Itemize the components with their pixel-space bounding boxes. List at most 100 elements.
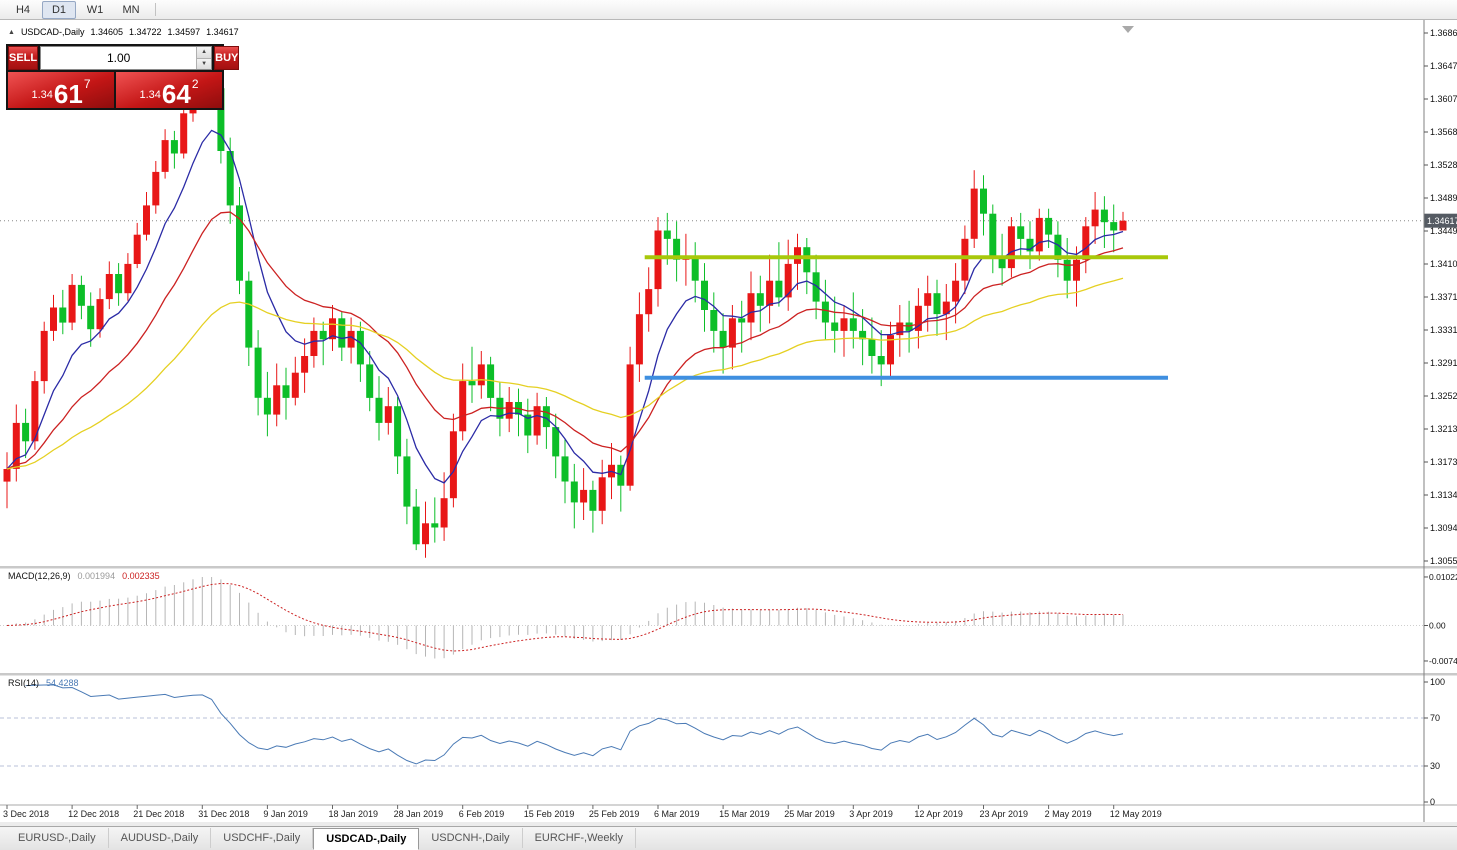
sell-price-pip: 7 xyxy=(83,77,91,91)
svg-text:1.33310: 1.33310 xyxy=(1430,325,1457,335)
svg-text:23 Apr 2019: 23 Apr 2019 xyxy=(980,809,1029,819)
svg-text:1.35680: 1.35680 xyxy=(1430,127,1457,137)
svg-text:1.30550: 1.30550 xyxy=(1430,556,1457,566)
svg-text:1.36470: 1.36470 xyxy=(1430,61,1457,71)
svg-text:9 Jan 2019: 9 Jan 2019 xyxy=(263,809,308,819)
ohlc-low: 1.34597 xyxy=(167,27,201,37)
volume-up-button[interactable]: ▲ xyxy=(197,47,212,59)
svg-text:1.32130: 1.32130 xyxy=(1430,424,1457,434)
window-chrome-strip xyxy=(0,822,1457,826)
caret-down-icon: ▼ xyxy=(201,60,208,67)
svg-text:1.31730: 1.31730 xyxy=(1430,457,1457,467)
svg-text:1.35280: 1.35280 xyxy=(1430,160,1457,170)
panel-splitter[interactable] xyxy=(0,673,1457,676)
timeframe-h4-button[interactable]: H4 xyxy=(15,3,31,16)
current-price-tag xyxy=(1424,213,1457,228)
svg-text:18 Jan 2019: 18 Jan 2019 xyxy=(329,809,379,819)
svg-text:1.32910: 1.32910 xyxy=(1430,358,1457,368)
chart-tab-eurusd[interactable]: EURUSD-,Daily xyxy=(6,828,109,848)
ohlc-close: 1.34617 xyxy=(206,27,239,37)
svg-text:1.36070: 1.36070 xyxy=(1430,94,1457,104)
svg-text:21 Dec 2018: 21 Dec 2018 xyxy=(133,809,184,819)
timeframe-mn-button[interactable]: MN xyxy=(122,3,140,16)
svg-text:15 Mar 2019: 15 Mar 2019 xyxy=(719,809,770,819)
chart-tab-audusd[interactable]: AUDUSD-,Daily xyxy=(109,828,212,848)
svg-text:0.010225: 0.010225 xyxy=(1429,572,1457,582)
svg-text:-0.007475: -0.007475 xyxy=(1429,656,1457,666)
ohlc-open: 1.34605 xyxy=(90,27,123,37)
rsi-name: RSI(14) xyxy=(8,678,40,688)
rsi-axis: 100 70 30 0 xyxy=(1424,677,1445,807)
macd-name: MACD(12,26,9) xyxy=(8,571,71,581)
timeframe-w1-button[interactable]: W1 xyxy=(86,3,104,16)
chart-shift-marker[interactable] xyxy=(1122,26,1134,33)
svg-text:0.00: 0.00 xyxy=(1429,621,1446,631)
svg-text:31 Dec 2018: 31 Dec 2018 xyxy=(198,809,249,819)
sell-price-prefix: 1.34 xyxy=(31,89,53,101)
svg-text:6 Feb 2019: 6 Feb 2019 xyxy=(459,809,505,819)
panel-splitter[interactable] xyxy=(0,566,1457,569)
svg-text:12 May 2019: 12 May 2019 xyxy=(1110,809,1162,819)
svg-text:1.34100: 1.34100 xyxy=(1430,259,1457,269)
caret-up-icon: ▲ xyxy=(201,49,208,56)
svg-text:1.34617: 1.34617 xyxy=(1427,216,1457,226)
chart-tabbar: EURUSD-,Daily AUDUSD-,Daily USDCHF-,Dail… xyxy=(0,826,1457,850)
volume-spinner: ▲ ▼ xyxy=(196,47,212,69)
buy-button[interactable]: BUY xyxy=(214,46,240,70)
sell-price-big: 61 xyxy=(53,79,83,109)
toolbar-separator xyxy=(155,3,156,16)
svg-text:25 Feb 2019: 25 Feb 2019 xyxy=(589,809,640,819)
volume-down-button[interactable]: ▼ xyxy=(197,58,212,69)
price-axis[interactable]: 1.36860 1.36470 1.36070 1.35680 1.35280 1.348… xyxy=(1424,28,1457,566)
chart-tab-eurchf[interactable]: EURCHF-,Weekly xyxy=(523,828,636,848)
rsi-line xyxy=(25,684,1124,765)
svg-text:2 May 2019: 2 May 2019 xyxy=(1045,809,1092,819)
svg-text:12 Apr 2019: 12 Apr 2019 xyxy=(914,809,963,819)
buy-price-display[interactable]: 1.34 64 2 xyxy=(116,72,222,108)
candles-layer xyxy=(3,51,1127,558)
macd-main-value: 0.001994 xyxy=(77,571,116,581)
volume-box: ▲ ▼ xyxy=(40,46,213,70)
svg-text:100: 100 xyxy=(1430,677,1445,687)
chart-tab-usdcad[interactable]: USDCAD-,Daily xyxy=(313,828,420,850)
symbol-ohlc-header: ▲ USDCAD-,Daily 1.34605 1.34722 1.34597 … xyxy=(8,27,239,37)
macd-signal-value: 0.002335 xyxy=(122,571,160,581)
chart-canvas[interactable]: 1.36860 1.36470 1.36070 1.35680 1.35280 1.348… xyxy=(0,20,1457,826)
trade-panel-collapse-icon[interactable]: ▲ xyxy=(8,28,15,36)
svg-text:3 Dec 2018: 3 Dec 2018 xyxy=(3,809,49,819)
svg-text:1.31340: 1.31340 xyxy=(1430,490,1457,500)
volume-input[interactable] xyxy=(41,47,197,69)
rsi-indicator-label: RSI(14) 54.4288 xyxy=(8,678,79,688)
svg-text:1.33710: 1.33710 xyxy=(1430,292,1457,302)
svg-text:25 Mar 2019: 25 Mar 2019 xyxy=(784,809,835,819)
ohlc-high: 1.34722 xyxy=(129,27,162,37)
buy-price-prefix: 1.34 xyxy=(139,89,161,101)
svg-text:15 Feb 2019: 15 Feb 2019 xyxy=(524,809,575,819)
ma-line-20[interactable] xyxy=(6,211,1124,470)
macd-histogram xyxy=(15,577,1124,659)
svg-text:1.34890: 1.34890 xyxy=(1430,193,1457,203)
timeframe-toolbar: H4 D1 W1 MN xyxy=(0,0,1457,20)
svg-text:1.34490: 1.34490 xyxy=(1430,226,1457,236)
svg-text:70: 70 xyxy=(1430,713,1440,723)
chart-tab-usdchf[interactable]: USDCHF-,Daily xyxy=(211,828,314,848)
ma-line-45[interactable] xyxy=(6,277,1124,470)
date-axis[interactable]: 3 Dec 2018 12 Dec 2018 21 Dec 2018 31 Dec 2… xyxy=(3,805,1162,819)
ma-line-8[interactable] xyxy=(6,129,1124,484)
chart-tab-usdcnh[interactable]: USDCNH-,Daily xyxy=(419,828,523,848)
sell-button[interactable]: SELL xyxy=(8,46,39,70)
svg-text:1.30940: 1.30940 xyxy=(1430,523,1457,533)
buy-price-pip: 2 xyxy=(191,77,199,91)
macd-axis: 0.010225 0.00 -0.007475 xyxy=(1424,572,1457,666)
macd-signal-line xyxy=(6,582,1123,652)
chart-title: USDCAD-,Daily xyxy=(20,27,85,37)
one-click-trading-panel: SELL ▲ ▼ BUY 1.34 61 7 1.34 64 2 xyxy=(6,44,240,110)
svg-text:0: 0 xyxy=(1430,797,1435,807)
rsi-value: 54.4288 xyxy=(46,678,79,688)
svg-text:12 Dec 2018: 12 Dec 2018 xyxy=(68,809,119,819)
timeframe-d1-button[interactable]: D1 xyxy=(42,0,76,19)
svg-text:1.36860: 1.36860 xyxy=(1430,28,1457,38)
sell-price-display[interactable]: 1.34 61 7 xyxy=(8,72,114,108)
svg-text:6 Mar 2019: 6 Mar 2019 xyxy=(654,809,700,819)
